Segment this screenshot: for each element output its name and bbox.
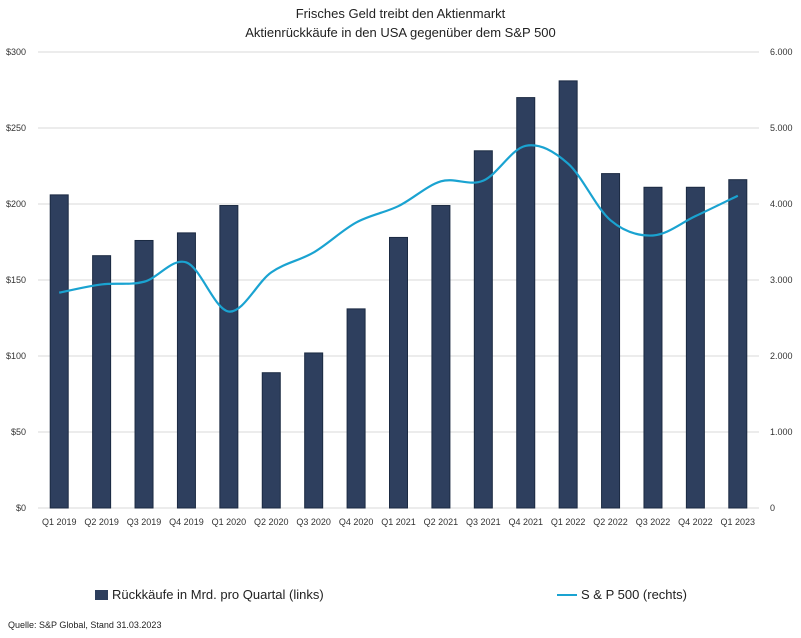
left-tick-label: $0 (16, 503, 26, 513)
bar (431, 205, 451, 509)
right-tick-label: 0 (770, 503, 775, 513)
x-tick-label: Q3 2020 (296, 517, 331, 527)
bar (728, 179, 748, 509)
bar (685, 186, 705, 509)
x-axis: Q1 2019 Q2 2019 Q3 2019 Q4 2019 Q1 2020 Q2 20… (42, 517, 755, 527)
left-tick-label: $50 (11, 427, 26, 437)
x-tick-label: Q2 2019 (84, 517, 119, 527)
bar (516, 97, 536, 509)
bar (261, 372, 281, 509)
chart-title: Frisches Geld treibt den Aktienmarkt (295, 6, 506, 21)
source-note: Quelle: S&P Global, Stand 31.03.2023 (8, 620, 162, 630)
sp500-line (58, 144, 739, 313)
chart-subtitle: Aktienrückkäufe in den USA gegenüber dem… (245, 25, 556, 40)
x-tick-label: Q1 2020 (212, 517, 247, 527)
legend-line: S & P 500 (rechts) (557, 587, 687, 602)
x-tick-label: Q2 2020 (254, 517, 289, 527)
right-tick-label: 4.000 (770, 199, 793, 209)
x-tick-label: Q1 2023 (721, 517, 756, 527)
right-tick-label: 5.000 (770, 123, 793, 133)
bar (643, 186, 663, 509)
x-tick-label: Q1 2021 (381, 517, 416, 527)
x-tick-label: Q4 2022 (678, 517, 713, 527)
x-tick-label: Q3 2022 (636, 517, 671, 527)
bar (134, 239, 154, 509)
x-tick-label: Q3 2021 (466, 517, 501, 527)
line-series (58, 144, 739, 313)
right-tick-label: 3.000 (770, 275, 793, 285)
bar (176, 232, 196, 509)
x-tick-label: Q4 2019 (169, 517, 204, 527)
legend-bars: Rückkäufe in Mrd. pro Quartal (links) (95, 587, 324, 602)
left-tick-label: $300 (6, 47, 26, 57)
bar (473, 150, 493, 509)
legend-line-label: S & P 500 (rechts) (581, 587, 687, 602)
x-tick-label: Q2 2021 (424, 517, 459, 527)
bar (92, 255, 112, 509)
left-axis: $0 $50 $100 $150 $200 $250 $300 (6, 47, 26, 513)
bar (49, 194, 69, 509)
right-axis: 0 1.000 2.000 3.000 4.000 5.000 6.000 (770, 47, 793, 513)
bar (601, 173, 621, 509)
x-tick-label: Q3 2019 (127, 517, 162, 527)
right-tick-label: 6.000 (770, 47, 793, 57)
left-tick-label: $250 (6, 123, 26, 133)
x-tick-label: Q2 2022 (593, 517, 628, 527)
right-tick-label: 1.000 (770, 427, 793, 437)
bar (219, 205, 239, 509)
bar (389, 236, 408, 509)
legend-line-swatch (557, 593, 577, 596)
bar (558, 80, 578, 509)
legend-bar-label: Rückkäufe in Mrd. pro Quartal (links) (112, 587, 324, 602)
left-tick-label: $100 (6, 351, 26, 361)
right-tick-label: 2.000 (770, 351, 793, 361)
bar (346, 308, 366, 509)
left-tick-label: $200 (6, 199, 26, 209)
left-tick-label: $150 (6, 275, 26, 285)
legend-bar-swatch (95, 589, 108, 600)
gridlines (38, 51, 759, 509)
x-tick-label: Q4 2020 (339, 517, 374, 527)
bar (304, 352, 324, 509)
x-tick-label: Q1 2019 (42, 517, 77, 527)
x-tick-label: Q4 2021 (508, 517, 543, 527)
x-tick-label: Q1 2022 (551, 517, 586, 527)
bar-series (49, 80, 748, 509)
